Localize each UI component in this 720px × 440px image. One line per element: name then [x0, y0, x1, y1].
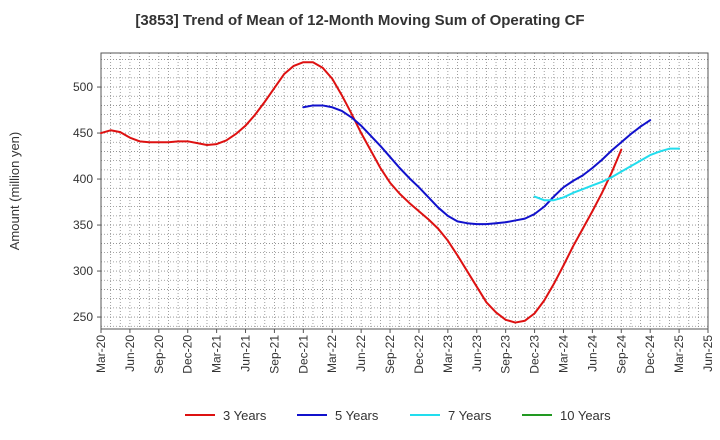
legend-label: 3 Years [223, 408, 267, 423]
x-tick-label: Sep-22 [383, 335, 397, 374]
x-axis-ticks: Mar-20 Jun-20 Sep-20 Dec-20 Mar-21 Jun-21 Sep-… [94, 329, 715, 374]
grid-lines [101, 53, 708, 329]
chart-title: [3853] Trend of Mean of 12-Month Moving … [135, 12, 585, 29]
series-line-5-years [302, 104, 652, 226]
legend-label: 5 Years [335, 408, 379, 423]
x-tick-label: Jun-22 [354, 335, 368, 372]
series-line-3-years [100, 61, 623, 324]
x-tick-label: Mar-23 [441, 335, 455, 373]
x-tick-label: Sep-23 [499, 335, 513, 374]
x-tick-label: Sep-24 [614, 335, 628, 374]
y-axis-label: Amount (million yen) [7, 132, 22, 251]
x-tick-label: Mar-21 [210, 335, 224, 373]
y-tick-label: 450 [73, 126, 93, 140]
plot-area [101, 53, 708, 329]
x-tick-label: Sep-21 [267, 335, 281, 374]
x-tick-label: Mar-20 [94, 335, 108, 373]
series-line-7-years [533, 147, 681, 202]
plot-frame [100, 52, 709, 330]
x-tick-label: Dec-20 [181, 335, 195, 374]
series-lines [100, 61, 681, 324]
x-tick-label: Sep-20 [152, 335, 166, 374]
x-tick-label: Dec-22 [412, 335, 426, 374]
y-tick-label: 300 [73, 264, 93, 278]
y-tick-label: 500 [73, 80, 93, 94]
x-tick-label: Jun-24 [585, 335, 599, 372]
x-tick-label: Jun-21 [239, 335, 253, 372]
x-tick-label: Jun-20 [123, 335, 137, 372]
x-tick-label: Mar-25 [672, 335, 686, 373]
y-axis-ticks: 250 300 350 400 450 500 [73, 80, 101, 324]
x-tick-label: Dec-21 [296, 335, 310, 374]
x-tick-label: Mar-22 [325, 335, 339, 373]
y-tick-label: 250 [73, 310, 93, 324]
x-tick-label: Dec-24 [643, 335, 657, 374]
x-tick-label: Dec-23 [528, 335, 542, 374]
x-tick-label: Mar-24 [556, 335, 570, 373]
legend-label: 7 Years [448, 408, 492, 423]
x-tick-label: Jun-25 [701, 335, 715, 372]
y-tick-label: 350 [73, 218, 93, 232]
y-tick-label: 400 [73, 172, 93, 186]
legend-label: 10 Years [560, 408, 611, 423]
x-tick-label: Jun-23 [470, 335, 484, 372]
legend: 3 Years 5 Years 7 Years 10 Years [185, 408, 611, 423]
